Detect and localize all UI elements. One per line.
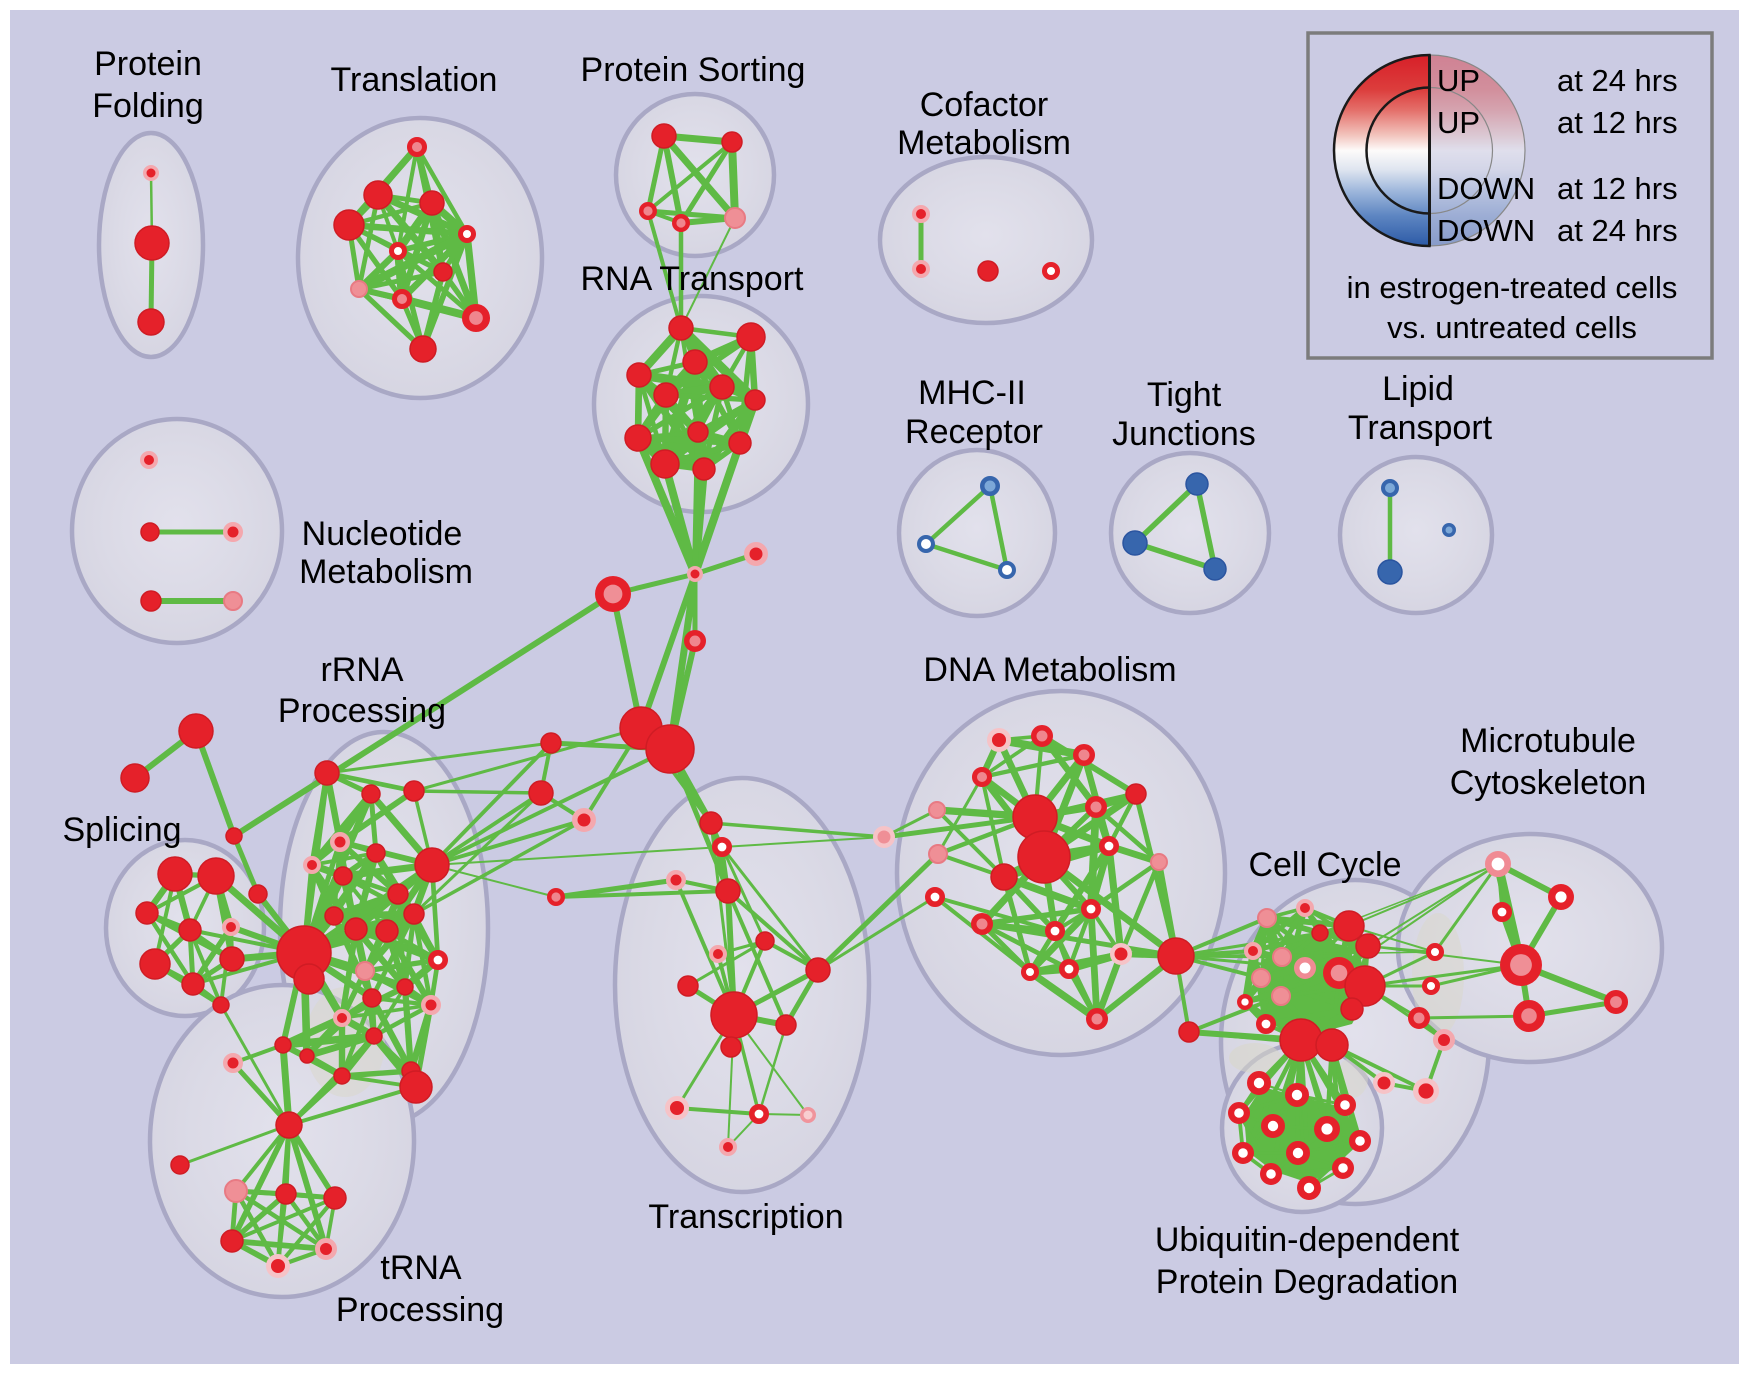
svg-text:UP: UP: [1437, 63, 1480, 98]
svg-text:Transport: Transport: [1348, 409, 1493, 447]
svg-text:DOWN: DOWN: [1437, 213, 1535, 248]
svg-text:Cell Cycle: Cell Cycle: [1248, 846, 1401, 884]
svg-text:Cofactor: Cofactor: [920, 86, 1049, 124]
svg-text:Microtubule: Microtubule: [1460, 722, 1636, 760]
svg-text:tRNA: tRNA: [380, 1249, 462, 1287]
svg-text:Tight: Tight: [1147, 376, 1222, 414]
svg-text:Processing: Processing: [278, 692, 446, 730]
svg-text:Lipid: Lipid: [1382, 370, 1454, 408]
svg-text:at 12 hrs: at 12 hrs: [1557, 171, 1678, 206]
svg-text:in estrogen-treated cells: in estrogen-treated cells: [1347, 270, 1678, 305]
svg-text:Ubiquitin-dependent: Ubiquitin-dependent: [1155, 1221, 1460, 1259]
svg-text:DOWN: DOWN: [1437, 171, 1535, 206]
svg-text:at 24 hrs: at 24 hrs: [1557, 213, 1678, 248]
svg-text:at 24 hrs: at 24 hrs: [1557, 63, 1678, 98]
svg-text:Protein Degradation: Protein Degradation: [1156, 1263, 1458, 1301]
svg-text:Splicing: Splicing: [62, 811, 181, 849]
svg-text:Cytoskeleton: Cytoskeleton: [1450, 764, 1647, 802]
svg-text:Receptor: Receptor: [905, 413, 1043, 451]
svg-text:Nucleotide: Nucleotide: [302, 515, 463, 553]
svg-text:rRNA: rRNA: [320, 651, 403, 689]
svg-text:MHC-II: MHC-II: [918, 374, 1026, 412]
svg-text:Metabolism: Metabolism: [897, 124, 1071, 162]
svg-text:Processing: Processing: [336, 1291, 504, 1329]
svg-text:Protein: Protein: [94, 45, 202, 83]
svg-text:UP: UP: [1437, 105, 1480, 140]
svg-text:RNA Transport: RNA Transport: [581, 260, 805, 298]
svg-text:Translation: Translation: [331, 61, 498, 99]
svg-text:Junctions: Junctions: [1112, 415, 1256, 453]
svg-text:at 12 hrs: at 12 hrs: [1557, 105, 1678, 140]
svg-text:Folding: Folding: [92, 87, 204, 125]
svg-text:DNA Metabolism: DNA Metabolism: [923, 651, 1176, 689]
svg-text:Metabolism: Metabolism: [299, 553, 473, 591]
svg-text:vs. untreated cells: vs. untreated cells: [1387, 310, 1637, 345]
svg-text:Transcription: Transcription: [648, 1198, 843, 1236]
svg-text:Protein Sorting: Protein Sorting: [581, 51, 806, 89]
